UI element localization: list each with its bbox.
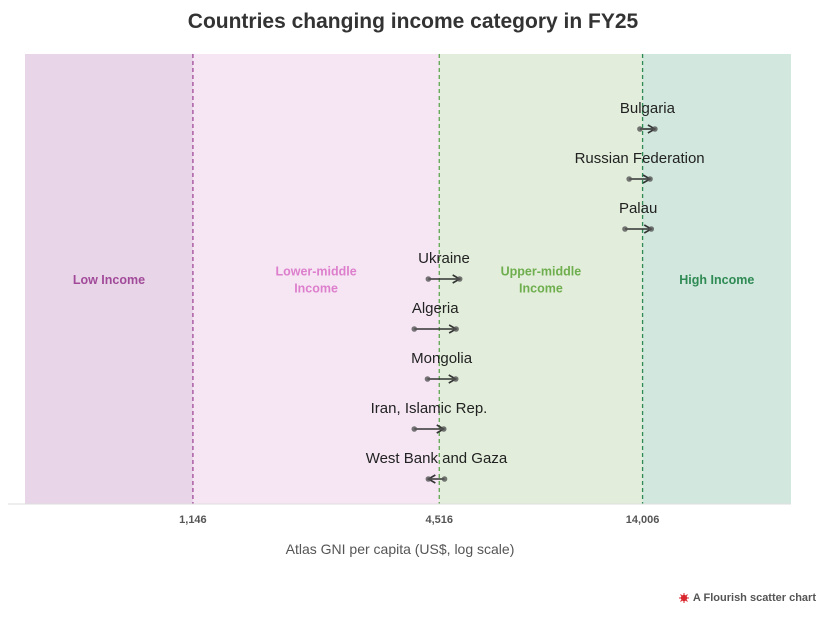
country-ukraine[interactable]: Ukraine — [418, 250, 470, 284]
country-russian-federation[interactable]: Russian Federation — [575, 150, 705, 184]
country-label: Russian Federation — [575, 150, 705, 167]
flourish-credit[interactable]: A Flourish scatter chart — [678, 592, 816, 604]
band-high-income — [642, 54, 791, 504]
country-label: Bulgaria — [620, 100, 676, 117]
point-to — [648, 226, 655, 232]
country-algeria[interactable]: Algeria — [411, 300, 459, 334]
country-label: Ukraine — [418, 250, 470, 267]
point-to — [456, 276, 463, 282]
chart-title: Countries changing income category in FY… — [187, 10, 639, 33]
x-tick-label: 1,146 — [179, 514, 207, 526]
band-lower-middle-income — [192, 54, 440, 504]
point-from — [637, 126, 643, 132]
band-label-upper-middle-income: Upper-middle Income — [501, 265, 582, 296]
flourish-logo-icon — [678, 593, 689, 603]
band-upper-middle-income — [439, 54, 643, 504]
country-label: West Bank and Gaza — [366, 450, 508, 467]
x-tick-label: 4,516 — [425, 514, 453, 526]
band-low-income — [25, 54, 193, 504]
point-from — [424, 376, 431, 382]
country-west-bank-and-gaza[interactable]: West Bank and Gaza — [366, 450, 508, 484]
x-axis-label: Atlas GNI per capita (US$, log scale) — [286, 541, 515, 557]
band-label-low-income: Low Income — [73, 273, 145, 287]
point-to — [425, 476, 432, 482]
country-bulgaria[interactable]: Bulgaria — [620, 100, 676, 134]
x-tick-label: 14,006 — [626, 514, 660, 526]
band-label-high-income: High Income — [679, 273, 754, 287]
country-label: Algeria — [412, 300, 459, 317]
point-from — [622, 226, 628, 232]
point-from — [441, 476, 448, 482]
flourish-credit-label: A Flourish scatter chart — [692, 592, 816, 604]
country-label: Palau — [619, 200, 657, 217]
band-label-lower-middle-income: Lower-middle Income — [275, 265, 356, 296]
point-to — [453, 326, 459, 332]
point-from — [626, 176, 632, 182]
country-palau[interactable]: Palau — [619, 200, 657, 234]
point-to — [440, 426, 447, 432]
point-to — [652, 126, 658, 132]
country-iran-islamic-rep[interactable]: Iran, Islamic Rep. — [371, 400, 488, 434]
country-mongolia[interactable]: Mongolia — [411, 350, 473, 384]
point-to — [647, 176, 653, 182]
point-from — [411, 326, 418, 332]
point-to — [452, 376, 459, 382]
point-from — [425, 276, 432, 282]
point-from — [411, 426, 418, 432]
country-label: Iran, Islamic Rep. — [371, 400, 488, 417]
country-label: Mongolia — [411, 350, 473, 367]
